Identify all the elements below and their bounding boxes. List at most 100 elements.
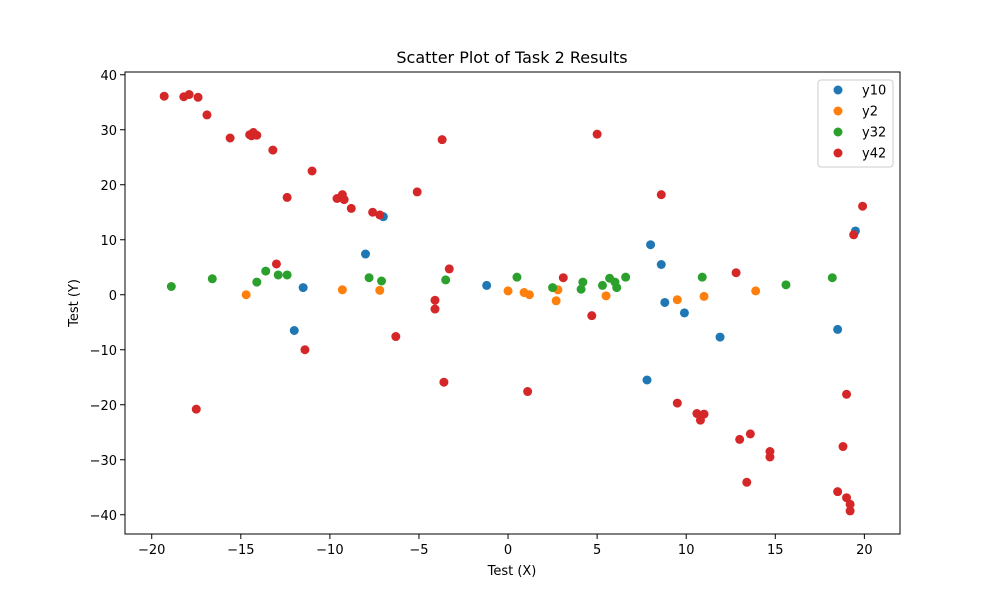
- data-point: [430, 304, 440, 314]
- data-point: [364, 273, 374, 283]
- y-tick-label: 10: [100, 234, 117, 249]
- data-point: [191, 404, 201, 414]
- x-axis: −20 −15 −10 −5 0 5 10 15 20: [138, 534, 873, 558]
- data-point: [193, 92, 203, 102]
- data-point: [346, 203, 356, 213]
- data-point: [289, 326, 299, 335]
- data-point: [271, 259, 281, 269]
- data-point: [731, 268, 741, 278]
- data-point: [252, 130, 262, 140]
- data-point: [368, 207, 378, 217]
- data-point: [672, 398, 682, 408]
- data-point: [656, 190, 666, 200]
- data-point: [391, 332, 401, 342]
- data-point: [699, 409, 709, 419]
- data-point: [558, 273, 568, 283]
- data-point: [745, 429, 755, 439]
- x-axis-label: Test (X): [487, 564, 537, 579]
- data-point: [282, 270, 292, 280]
- data-point: [282, 192, 292, 202]
- series-y2: [241, 285, 761, 306]
- data-point: [430, 295, 440, 305]
- data-point: [207, 274, 217, 284]
- points-layer: [159, 90, 868, 516]
- data-point: [444, 264, 454, 274]
- data-point: [166, 282, 176, 291]
- legend-label: y10: [862, 84, 886, 99]
- data-point: [715, 332, 725, 342]
- data-point: [375, 210, 385, 220]
- data-point: [512, 272, 522, 282]
- data-point: [439, 377, 449, 387]
- y-tick-label: −20: [90, 399, 117, 414]
- series-y10: [289, 212, 860, 385]
- x-tick-label: 5: [593, 543, 601, 558]
- data-point: [576, 284, 586, 294]
- data-point: [441, 275, 451, 285]
- data-point: [833, 487, 843, 497]
- data-point: [482, 280, 492, 290]
- plot-frame: [124, 71, 901, 535]
- data-point: [646, 240, 656, 250]
- legend-marker: [833, 106, 843, 116]
- data-point: [268, 145, 278, 155]
- x-tick-label: −5: [409, 543, 428, 558]
- data-point: [548, 283, 558, 293]
- data-point: [307, 166, 317, 176]
- y-tick-label: 20: [100, 179, 117, 194]
- data-point: [692, 409, 702, 419]
- data-point: [273, 270, 283, 280]
- data-point: [597, 280, 607, 290]
- data-point: [838, 442, 848, 452]
- data-point: [377, 276, 387, 286]
- y-tick-label: 40: [100, 69, 117, 84]
- legend-label: y2: [862, 105, 878, 120]
- data-point: [375, 285, 385, 295]
- data-point: [437, 135, 447, 145]
- data-point: [751, 286, 761, 296]
- data-point: [339, 195, 349, 205]
- data-point: [225, 133, 235, 143]
- data-point: [551, 296, 561, 306]
- data-point: [672, 295, 682, 305]
- x-tick-label: 15: [767, 543, 784, 558]
- data-point: [361, 249, 371, 259]
- legend-marker: [833, 85, 843, 95]
- data-point: [261, 266, 271, 276]
- data-point: [845, 499, 855, 509]
- data-point: [298, 283, 308, 293]
- data-point: [184, 90, 194, 100]
- y-tick-label: 30: [100, 124, 117, 139]
- series-y42: [159, 90, 868, 516]
- data-point: [845, 506, 855, 516]
- data-point: [252, 277, 262, 287]
- data-point: [412, 187, 422, 197]
- data-point: [849, 230, 859, 240]
- data-point: [524, 290, 534, 300]
- data-point: [781, 280, 791, 290]
- data-point: [858, 201, 868, 211]
- x-tick-label: −15: [227, 543, 254, 558]
- legend-marker: [833, 127, 843, 137]
- data-point: [621, 272, 631, 282]
- legend: y10 y2 y32 y42: [817, 79, 894, 168]
- x-tick-label: −10: [316, 543, 343, 558]
- data-point: [642, 375, 652, 385]
- y-axis: −40 −30 −20 −10 0 10 20 30 40: [90, 69, 125, 524]
- x-tick-label: 0: [504, 543, 512, 558]
- data-point: [833, 324, 843, 334]
- data-point: [742, 477, 752, 487]
- data-point: [827, 273, 837, 283]
- data-point: [660, 297, 670, 307]
- y-axis-label: Test (Y): [67, 279, 82, 328]
- series-y32: [166, 266, 837, 294]
- x-tick-label: 20: [856, 543, 873, 558]
- data-point: [842, 389, 852, 399]
- data-point: [679, 308, 689, 318]
- data-point: [159, 91, 169, 101]
- data-point: [601, 291, 611, 301]
- x-tick-label: 10: [678, 543, 695, 558]
- data-point: [202, 110, 212, 120]
- x-tick-label: −20: [138, 543, 165, 558]
